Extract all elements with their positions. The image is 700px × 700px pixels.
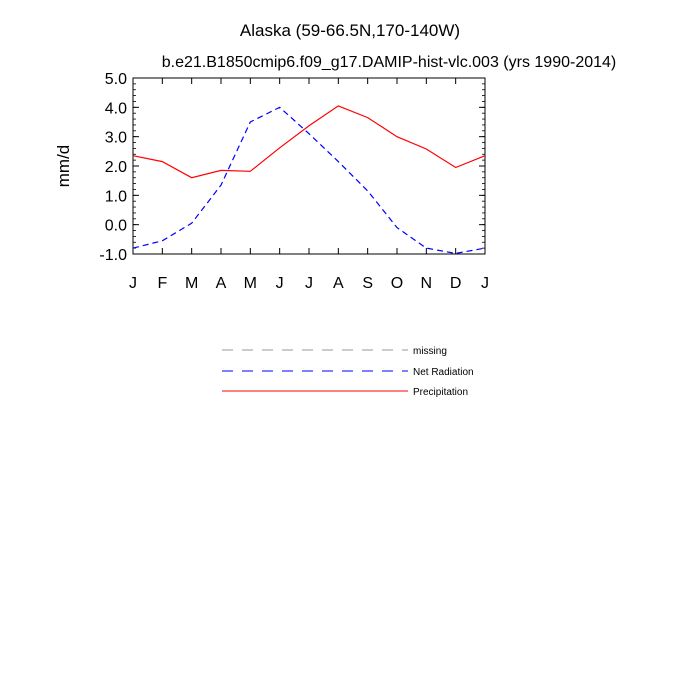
- x-tick-label: D: [450, 275, 462, 292]
- series-line-precipitation: [132, 105, 486, 179]
- legend-label: Net Radiation: [413, 367, 474, 378]
- axes: 5.04.03.02.01.00.0-1.0J F M A M J J A S O N D J: [99, 71, 489, 292]
- x-tick-label: J: [276, 275, 284, 292]
- x-tick-label: J: [481, 275, 489, 292]
- series-line-net-radiation: [132, 106, 486, 255]
- x-tick-label: J: [305, 275, 313, 292]
- chart-title: Alaska (59-66.5N,170-140W): [240, 21, 460, 40]
- x-tick-label: A: [333, 275, 344, 292]
- x-tick-label: N: [421, 275, 433, 292]
- y-tick-label: -1.0: [99, 247, 127, 264]
- plot-frame: [132, 77, 486, 255]
- x-tick-label: S: [362, 275, 373, 292]
- y-tick-label: 4.0: [105, 100, 127, 117]
- x-tick-label: O: [391, 275, 403, 292]
- y-tick-label: 3.0: [105, 130, 127, 147]
- x-tick-label: M: [185, 275, 198, 292]
- y-axis-label: mm/d: [54, 145, 73, 188]
- x-tick-label: M: [244, 275, 257, 292]
- legend-label: Precipitation: [413, 387, 468, 398]
- y-tick-label: 1.0: [105, 188, 127, 205]
- x-tick-label: A: [216, 275, 227, 292]
- series-lines: [132, 105, 486, 255]
- y-tick-label: 0.0: [105, 218, 127, 235]
- legend: missing Net Radiation Precipitation: [222, 346, 474, 398]
- x-tick-label: J: [129, 275, 137, 292]
- y-tick-label: 5.0: [105, 71, 127, 88]
- x-tick-label: F: [157, 275, 167, 292]
- chart-subtitle: b.e21.B1850cmip6.f09_g17.DAMIP-hist-vlc.…: [162, 54, 616, 71]
- legend-label: missing: [413, 346, 447, 357]
- y-tick-label: 2.0: [105, 159, 127, 176]
